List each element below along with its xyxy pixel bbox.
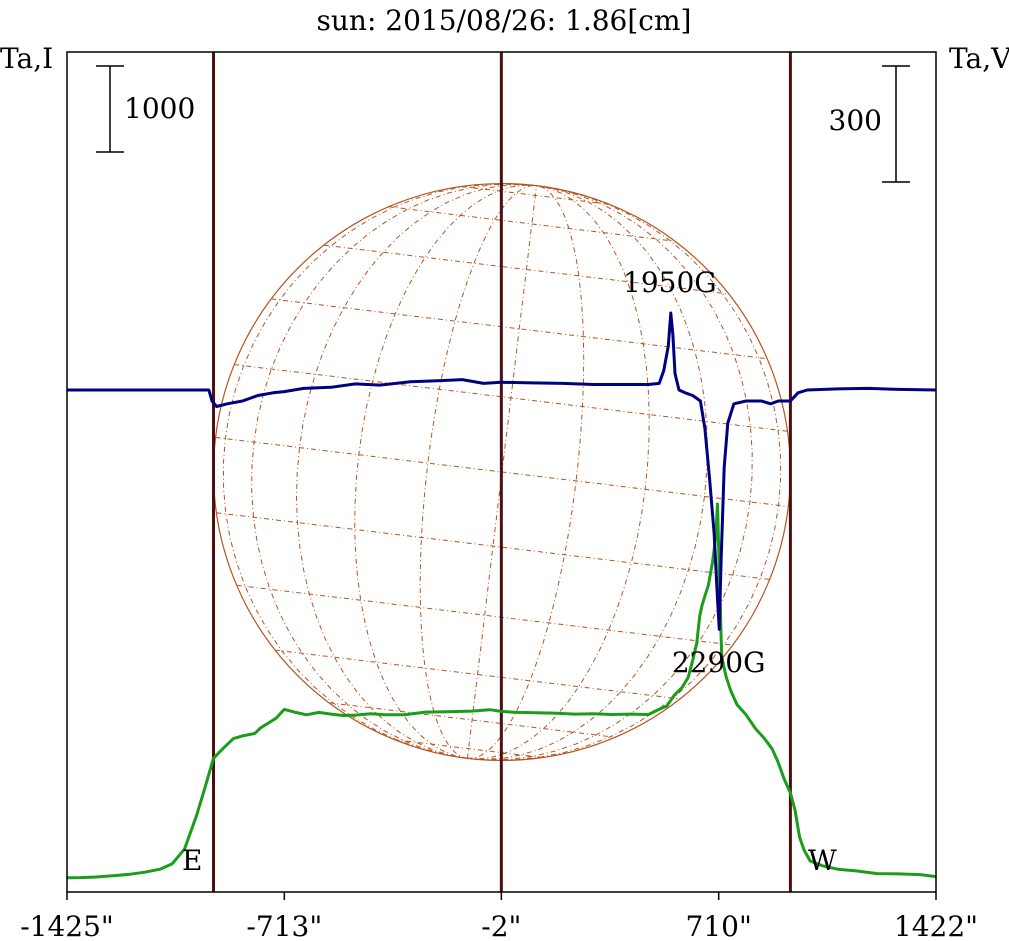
x-tick-label: -713" xyxy=(246,910,322,941)
longitude-line xyxy=(419,185,537,759)
y-axis-label-right: Ta,V xyxy=(949,42,1009,75)
x-tick-label: 1422" xyxy=(894,910,978,941)
field-annotation: 2290G xyxy=(672,646,766,679)
intensity-curve xyxy=(66,502,937,880)
longitude-line xyxy=(467,185,585,759)
west-limb-label: W xyxy=(808,844,837,877)
polarization-curve xyxy=(67,311,937,631)
longitude-line xyxy=(251,183,537,759)
x-tick-label: -2" xyxy=(481,910,521,941)
latitude-line xyxy=(394,739,543,759)
longitude-line xyxy=(467,185,782,761)
longitude-line xyxy=(354,184,537,759)
x-axis-ticks: -1425" -713" -2" 710" 1422" xyxy=(20,892,978,941)
plot-area xyxy=(66,52,937,892)
y-axis-label-left: Ta,I xyxy=(0,42,53,75)
scale-bar-left-label: 1000 xyxy=(124,92,195,125)
east-limb-label: E xyxy=(182,844,202,877)
latitude-line xyxy=(274,649,681,700)
longitude-line xyxy=(467,185,708,760)
longitude-line xyxy=(222,183,537,759)
field-annotation: 1950G xyxy=(623,266,717,299)
x-tick-label: 710" xyxy=(686,910,752,941)
longitude-line xyxy=(467,185,753,761)
chart-title: sun: 2015/08/26: 1.86[cm] xyxy=(317,4,692,37)
x-tick-label: -1425" xyxy=(20,910,114,941)
longitude-line xyxy=(467,185,650,760)
scale-bar-left: 1000 xyxy=(96,65,195,153)
longitude-line xyxy=(295,184,537,759)
latitude-line xyxy=(388,206,676,242)
scale-bar-right: 300 xyxy=(829,65,910,183)
scale-bar-right-label: 300 xyxy=(829,104,882,137)
field-annotations: 1950G 2290G xyxy=(623,266,765,679)
latitude-line xyxy=(216,512,770,580)
solar-disk xyxy=(212,182,792,762)
